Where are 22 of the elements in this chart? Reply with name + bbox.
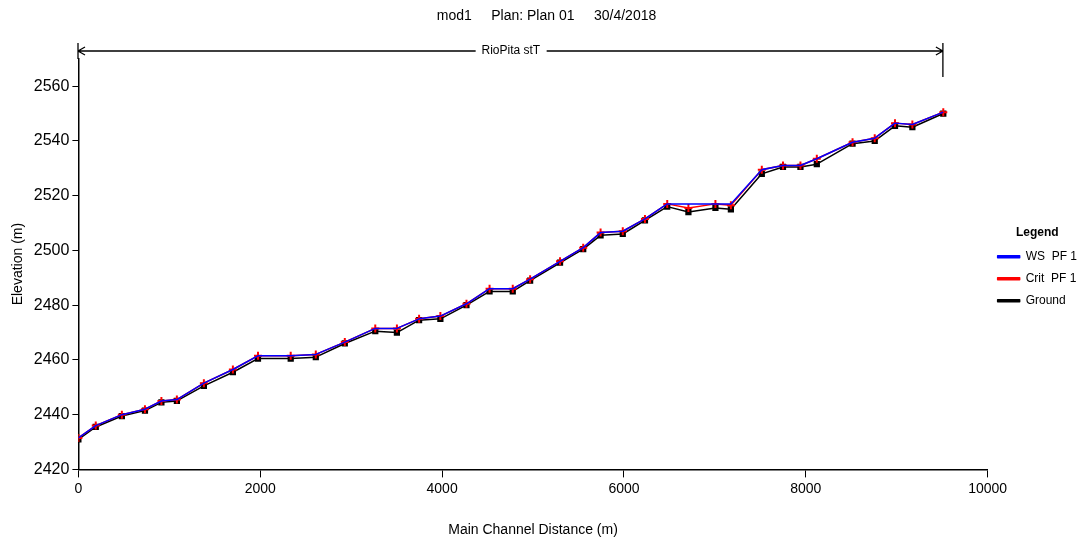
y-tick-label: 2440 xyxy=(33,405,70,423)
x-axis-title: Main Channel Distance (m) xyxy=(448,521,618,538)
x-tick-label: 2000 xyxy=(244,479,277,496)
x-tick-label: 0 xyxy=(74,479,83,496)
legend-label: Ground xyxy=(1025,293,1066,308)
text: RioPita stT xyxy=(475,42,547,57)
legend-title: Legend xyxy=(1015,224,1059,239)
y-axis-title: Elevation (m) xyxy=(9,222,26,306)
y-tick-label: 2560 xyxy=(33,76,70,94)
y-tick-label: 2500 xyxy=(33,240,70,258)
y-tick-label: 2480 xyxy=(33,295,70,313)
x-tick-label: 6000 xyxy=(608,479,640,496)
x-tick-label: 4000 xyxy=(426,479,458,496)
y-tick-label: 2460 xyxy=(33,350,70,368)
legend-label: Crit PF 1 xyxy=(1025,271,1077,286)
y-tick-label: 2420 xyxy=(33,459,70,477)
chart-title: mod1 Plan: Plan 01 30/4/2018 xyxy=(436,7,657,24)
x-tick-label: 10000 xyxy=(968,479,1008,496)
y-tick-label: 2540 xyxy=(33,131,70,149)
x-tick-label: 8000 xyxy=(790,479,822,496)
y-tick-label: 2520 xyxy=(33,186,70,204)
legend-label: WS PF 1 xyxy=(1025,249,1078,264)
